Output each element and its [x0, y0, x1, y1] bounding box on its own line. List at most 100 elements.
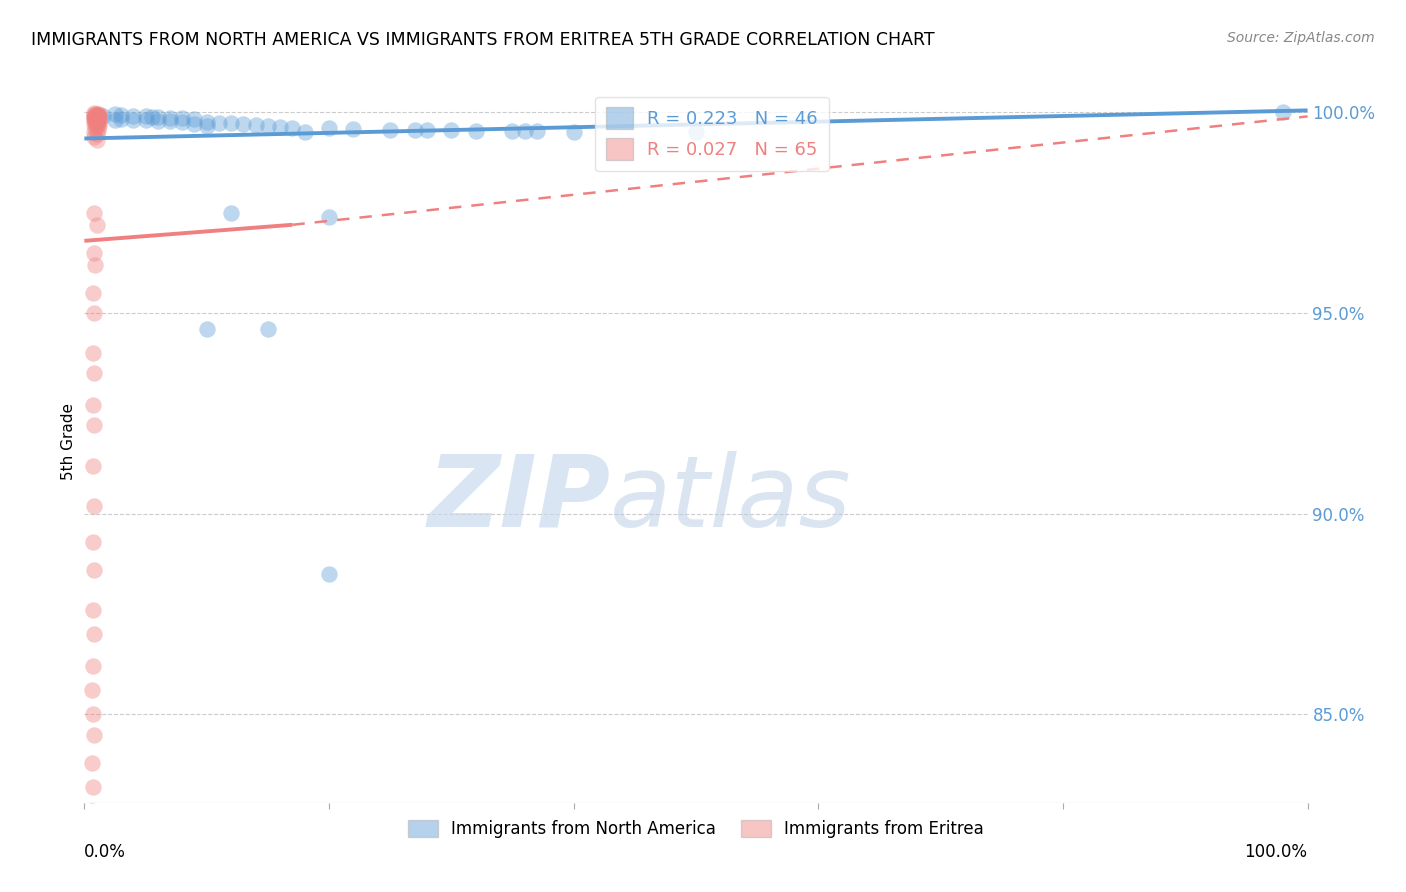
Point — [87, 109, 110, 123]
Point — [172, 112, 194, 126]
Point — [269, 120, 291, 135]
Point — [86, 128, 108, 142]
Point — [82, 346, 104, 360]
Text: Source: ZipAtlas.com: Source: ZipAtlas.com — [1227, 31, 1375, 45]
Point — [82, 707, 104, 722]
Point — [84, 111, 107, 125]
Point — [159, 111, 181, 125]
Point — [87, 115, 110, 129]
Point — [183, 112, 205, 126]
Text: 0.0%: 0.0% — [84, 843, 127, 861]
Point — [416, 123, 439, 137]
Point — [84, 258, 107, 272]
Point — [86, 218, 108, 232]
Point — [87, 113, 110, 128]
Point — [87, 112, 110, 127]
Point — [84, 112, 107, 127]
Point — [195, 115, 218, 129]
Point — [159, 114, 181, 128]
Point — [195, 322, 218, 336]
Point — [80, 804, 103, 818]
Point — [110, 108, 132, 122]
Text: 100.0%: 100.0% — [1244, 843, 1308, 861]
Point — [110, 112, 132, 127]
Point — [84, 109, 107, 123]
Point — [84, 107, 107, 121]
Point — [122, 109, 145, 123]
Point — [87, 110, 110, 124]
Point — [318, 210, 340, 224]
Point — [87, 108, 110, 122]
Point — [219, 116, 242, 130]
Point — [318, 121, 340, 136]
Point — [83, 126, 105, 140]
Point — [86, 106, 108, 120]
Point — [82, 856, 104, 871]
Point — [122, 112, 145, 127]
Point — [87, 111, 110, 125]
Point — [83, 130, 105, 145]
Point — [87, 110, 110, 124]
Point — [219, 206, 242, 220]
Point — [83, 206, 105, 220]
Point — [83, 499, 105, 513]
Point — [135, 109, 157, 123]
Point — [104, 107, 127, 121]
Legend: Immigrants from North America, Immigrants from Eritrea: Immigrants from North America, Immigrant… — [401, 814, 991, 845]
Point — [526, 124, 548, 138]
Point — [83, 306, 105, 320]
Text: atlas: atlas — [610, 450, 852, 548]
Point — [84, 121, 107, 136]
Point — [83, 728, 105, 742]
Point — [84, 116, 107, 130]
Point — [245, 118, 267, 132]
Point — [86, 108, 108, 122]
Point — [294, 126, 316, 140]
Point — [83, 108, 105, 122]
Point — [281, 120, 304, 135]
Point — [87, 123, 110, 137]
Point — [1272, 105, 1295, 120]
Point — [83, 627, 105, 641]
Point — [83, 563, 105, 577]
Point — [83, 418, 105, 433]
Point — [82, 603, 104, 617]
Point — [135, 113, 157, 128]
Point — [86, 134, 108, 148]
Point — [104, 113, 127, 128]
Point — [87, 107, 110, 121]
Point — [82, 535, 104, 549]
Point — [87, 117, 110, 131]
Point — [83, 110, 105, 124]
Text: IMMIGRANTS FROM NORTH AMERICA VS IMMIGRANTS FROM ERITREA 5TH GRADE CORRELATION C: IMMIGRANTS FROM NORTH AMERICA VS IMMIGRA… — [31, 31, 935, 49]
Point — [146, 110, 169, 124]
Point — [685, 126, 707, 140]
Point — [82, 286, 104, 301]
Point — [257, 120, 280, 134]
Point — [232, 118, 254, 132]
Point — [183, 117, 205, 131]
Y-axis label: 5th Grade: 5th Grade — [60, 403, 76, 480]
Point — [82, 659, 104, 673]
Point — [83, 106, 105, 120]
Point — [513, 124, 536, 138]
Point — [87, 120, 110, 134]
Point — [83, 246, 105, 260]
Point — [82, 399, 104, 413]
Point — [82, 780, 104, 794]
Point — [440, 123, 463, 137]
Point — [141, 110, 163, 124]
Point — [80, 840, 103, 855]
Point — [83, 118, 105, 132]
Point — [404, 123, 426, 137]
Point — [80, 683, 103, 698]
Point — [82, 458, 104, 473]
Point — [86, 110, 108, 124]
Point — [82, 824, 104, 838]
Point — [86, 118, 108, 132]
Point — [342, 122, 364, 136]
Point — [380, 122, 402, 136]
Point — [83, 112, 105, 126]
Point — [80, 756, 103, 770]
Point — [80, 876, 103, 890]
